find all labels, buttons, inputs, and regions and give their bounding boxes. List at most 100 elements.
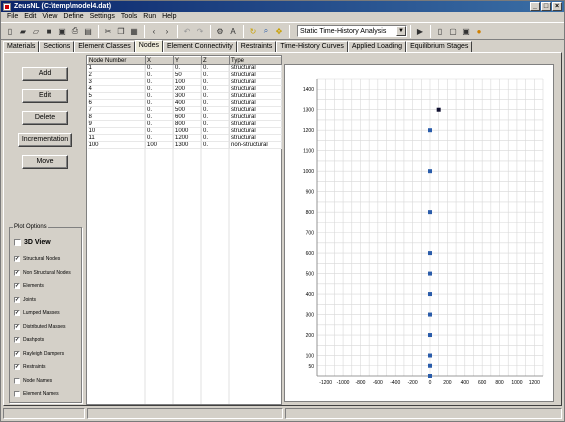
checkbox-icon[interactable]: ✓ xyxy=(14,337,20,343)
table-cell[interactable]: 0. xyxy=(145,120,174,128)
table-row[interactable]: 9 0. 800 0. structural xyxy=(87,120,282,128)
table-cell[interactable]: 10 xyxy=(87,127,146,135)
table-cell[interactable]: structural xyxy=(229,71,282,79)
column-header-node-number[interactable]: Node Number xyxy=(87,56,146,65)
view3d-checkbox[interactable]: 3D View xyxy=(14,239,51,246)
maximize-button[interactable]: □ xyxy=(541,2,551,11)
table-cell[interactable]: 0. xyxy=(145,127,174,135)
model-plot[interactable]: -1200 -1000 -800 -600 -400 -200 0 200 400 600 800 1… xyxy=(284,64,554,402)
table-cell[interactable]: 11 xyxy=(87,134,146,142)
analysis-type-select[interactable]: Static Time-History Analysis ▼ xyxy=(297,25,407,37)
table-cell[interactable]: 0. xyxy=(145,64,174,72)
plot-option-checkbox[interactable]: ✓ Non Structural Nodes xyxy=(14,269,71,276)
checkbox-icon[interactable]: ✓ xyxy=(14,269,20,276)
table-cell[interactable]: 6 xyxy=(87,99,146,107)
redo-icon[interactable]: ↷ xyxy=(196,26,204,36)
forward-icon[interactable]: › xyxy=(165,26,169,36)
column-header-z[interactable]: Z xyxy=(201,56,230,65)
run-icon[interactable]: ▶ xyxy=(416,26,424,36)
plot-option-checkbox[interactable]: ✓ Distributed Masses xyxy=(14,323,66,330)
frame-icon[interactable]: ▣ xyxy=(462,26,470,36)
table-cell[interactable]: 3 xyxy=(87,78,146,86)
column-header-y[interactable]: Y xyxy=(173,56,202,65)
plot-option-checkbox[interactable]: ✓ Structural Nodes xyxy=(14,256,60,262)
save-icon[interactable]: ■ xyxy=(46,26,52,36)
tab-applied-loading[interactable]: Applied Loading xyxy=(347,41,407,52)
menu-help[interactable]: Help xyxy=(162,13,177,20)
table-cell[interactable]: 0. xyxy=(145,78,174,86)
table-cell[interactable]: 9 xyxy=(87,120,146,128)
table-cell[interactable]: 50 xyxy=(173,71,202,79)
menu-file[interactable]: File xyxy=(7,13,19,20)
table-cell[interactable]: 0. xyxy=(145,106,174,114)
table-cell[interactable]: 0. xyxy=(201,141,230,149)
table-cell[interactable]: 7 xyxy=(87,106,146,114)
table-cell[interactable]: 0. xyxy=(201,99,230,107)
table-cell[interactable]: 8 xyxy=(87,113,146,121)
plot-option-checkbox[interactable]: ✓ Elements xyxy=(14,283,44,289)
font-icon[interactable]: A xyxy=(230,26,236,36)
tab-element-connectivity[interactable]: Element Connectivity xyxy=(163,41,237,52)
table-cell[interactable]: structural xyxy=(229,92,282,100)
print-icon[interactable]: ⎙ xyxy=(71,26,79,35)
table-row[interactable]: 8 0. 600 0. structural xyxy=(87,113,282,121)
table-cell[interactable]: structural xyxy=(229,78,282,86)
tab-nodes[interactable]: Nodes xyxy=(134,40,164,52)
table-cell[interactable]: structural xyxy=(229,64,282,72)
plot-option-checkbox[interactable]: Node Names xyxy=(14,377,52,384)
checkbox-icon[interactable]: ✓ xyxy=(14,296,20,303)
plot-option-checkbox[interactable]: ✓ Restraints xyxy=(14,364,46,370)
fit-icon[interactable]: ▢ xyxy=(449,26,457,36)
checkbox-icon[interactable]: ✓ xyxy=(14,350,20,357)
tab-equilibrium-stages[interactable]: Equilibrium Stages xyxy=(406,41,473,52)
table-row[interactable]: 2 0. 50 0. structural xyxy=(87,71,282,79)
tab-element-classes[interactable]: Element Classes xyxy=(74,41,135,52)
table-cell[interactable]: 500 xyxy=(173,106,202,114)
delete-button[interactable]: Delete xyxy=(22,111,68,125)
table-cell[interactable]: non-structural xyxy=(229,141,282,149)
zoom-icon[interactable]: ⌕ xyxy=(263,26,269,35)
menu-view[interactable]: View xyxy=(42,13,58,20)
checkbox-icon[interactable] xyxy=(14,391,20,397)
table-cell[interactable]: 100 xyxy=(173,78,202,86)
checkbox-icon[interactable]: ✓ xyxy=(14,310,20,316)
table-cell[interactable]: 0. xyxy=(145,85,174,93)
table-cell[interactable]: structural xyxy=(229,120,282,128)
table-cell[interactable]: structural xyxy=(229,134,282,142)
db-icon[interactable]: ● xyxy=(476,26,482,36)
new-icon[interactable]: ▯ xyxy=(7,26,13,36)
plot-option-checkbox[interactable]: ✓ Joints xyxy=(14,296,36,303)
save-as-icon[interactable]: ▣ xyxy=(58,26,66,36)
print-preview-icon[interactable]: ▤ xyxy=(84,26,92,36)
table-cell[interactable]: 800 xyxy=(173,120,202,128)
checkbox-icon[interactable]: ✓ xyxy=(14,364,20,370)
menu-edit[interactable]: Edit xyxy=(24,13,37,20)
table-row[interactable]: 6 0. 400 0. structural xyxy=(87,99,282,107)
menu-run[interactable]: Run xyxy=(143,13,157,20)
incrementation-button[interactable]: Incrementation xyxy=(18,133,72,147)
checkbox-icon[interactable]: ✓ xyxy=(14,256,20,262)
table-cell[interactable]: 5 xyxy=(87,92,146,100)
table-cell[interactable]: 0. xyxy=(201,106,230,114)
menu-settings[interactable]: Settings xyxy=(89,13,115,20)
table-cell[interactable]: 2 xyxy=(87,71,146,79)
column-header-type[interactable]: Type xyxy=(229,56,282,65)
table-cell[interactable]: structural xyxy=(229,85,282,93)
tab-materials[interactable]: Materials xyxy=(3,41,40,52)
column-header-x[interactable]: X xyxy=(145,56,174,65)
table-cell[interactable]: 100 xyxy=(87,141,146,149)
back-icon[interactable]: ‹ xyxy=(152,26,156,36)
refresh-icon[interactable]: ↻ xyxy=(249,26,257,36)
tab-sections[interactable]: Sections xyxy=(39,41,75,52)
pan-icon[interactable]: ✥ xyxy=(275,26,283,36)
table-cell[interactable]: structural xyxy=(229,106,282,114)
tab-time-history-curves[interactable]: Time-History Curves xyxy=(276,41,348,52)
table-cell[interactable]: 0. xyxy=(145,71,174,79)
tab-restraints[interactable]: Restraints xyxy=(236,41,277,52)
nodes-table[interactable]: Node Number X Y Z Type 1 0. 0. 0. structural… xyxy=(86,55,282,405)
table-cell[interactable]: 0. xyxy=(173,64,202,72)
plot-option-checkbox[interactable]: ✓ Lumped Masses xyxy=(14,310,60,316)
table-row[interactable]: 1 0. 0. 0. structural xyxy=(87,64,282,72)
open-folder-icon[interactable]: ▱ xyxy=(32,26,40,36)
table-cell[interactable]: 0. xyxy=(201,64,230,72)
